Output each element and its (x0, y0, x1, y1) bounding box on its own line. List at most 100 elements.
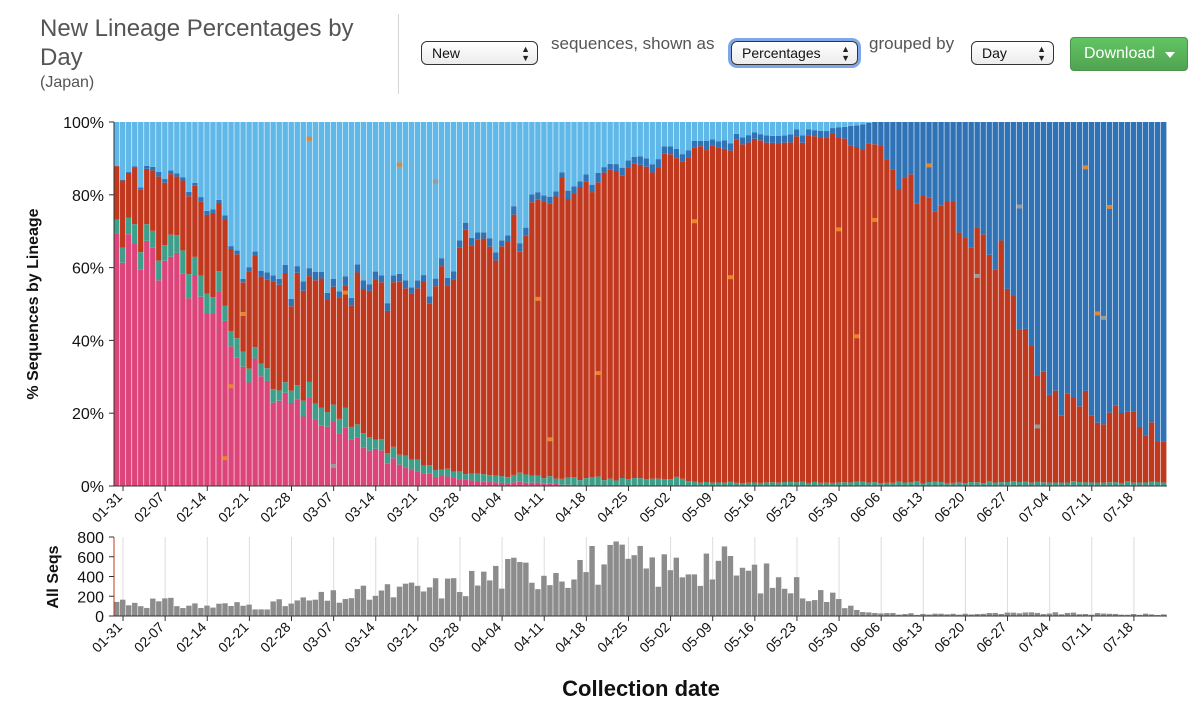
lineage-bar-segment (962, 237, 968, 484)
lineage-bar-segment (649, 122, 655, 165)
x-tick-label: 06-20 (931, 489, 968, 526)
lineage-bar-segment (1100, 482, 1107, 486)
lineage-bar-segment (462, 222, 469, 230)
lineage-bar-segment (908, 482, 914, 486)
seq-count-bar (282, 606, 288, 616)
lineage-bar-segment (1124, 481, 1131, 486)
lineage-bar-segment (126, 234, 132, 486)
lineage-bar-segment (1016, 329, 1022, 482)
lineage-bar-segment (270, 122, 276, 276)
seq-count-bar (312, 599, 318, 616)
lineage-bar-segment (1022, 481, 1029, 486)
lineage-bar-segment (198, 122, 204, 198)
lineage-bar-segment (986, 480, 992, 486)
seq-count-bar (354, 589, 361, 616)
lineage-bar-segment (1124, 122, 1131, 412)
seq-count-bar (360, 585, 367, 616)
x-tick-label: 06-27 (973, 489, 1010, 526)
lineage-bar-segment (210, 209, 216, 213)
lineage-bar-segment (649, 172, 655, 479)
lineage-bar-segment (866, 122, 872, 144)
lineage-bar-segment (830, 122, 836, 129)
lineage-bar-segment (926, 163, 932, 168)
lineage-bar-segment (691, 122, 698, 141)
lineage-bar-segment (661, 122, 667, 147)
lineage-bar-segment (186, 196, 192, 275)
lineage-bar-segment (246, 122, 252, 268)
lineage-bar-segment (180, 177, 186, 181)
lineage-bar-segment (763, 142, 770, 483)
lineage-bar-segment (162, 260, 168, 486)
x-tick-label: 03-28 (425, 619, 462, 656)
lineage-bar-segment (138, 252, 144, 270)
seq-count-bar (162, 598, 168, 616)
lineage-bar-segment (156, 280, 162, 486)
download-button[interactable]: Download (1070, 37, 1188, 71)
lineage-bar-segment (192, 185, 198, 257)
lineage-bar-segment (1094, 482, 1101, 486)
lineage-bar-segment (565, 190, 571, 199)
lineage-bar-segment (577, 187, 583, 481)
lineage-bar-segment (1040, 122, 1047, 372)
lineage-bar-segment (282, 382, 288, 393)
lineage-bar-segment (414, 122, 421, 281)
lineage-bar-segment (691, 481, 698, 486)
lineage-bar-segment (619, 175, 625, 479)
lineage-bar-segment (697, 482, 704, 486)
lineage-bar-segment (360, 122, 367, 281)
lineage-bar-segment (156, 122, 162, 172)
seq-count-bar (505, 559, 511, 616)
lineage-bar-segment (462, 479, 469, 486)
lineage-bar-segment (144, 168, 150, 225)
seq-count-bar (613, 541, 619, 616)
lineage-bar-segment (595, 476, 601, 486)
lineage-bar-segment (216, 199, 222, 203)
lineage-bar-segment (733, 482, 740, 486)
lineage-bar-segment (378, 450, 385, 486)
lineage-bar-segment (1154, 441, 1161, 482)
lineage-bar-segment (180, 122, 186, 178)
grouping-select[interactable]: Day ▲ ▼ (971, 41, 1054, 65)
lineage-bar-segment (1094, 311, 1101, 316)
seq-count-bar (938, 613, 944, 616)
lineage-bar-segment (667, 479, 673, 486)
seq-count-bar (962, 613, 968, 616)
lineage-bar-segment (878, 483, 884, 486)
lineage-bar-segment (769, 135, 776, 143)
lineage-bar-segment (992, 269, 998, 483)
lineage-bar-segment (1076, 482, 1083, 486)
lineage-bar-segment (565, 484, 571, 486)
sequence-type-select[interactable]: New ▲ ▼ (421, 41, 538, 65)
seq-count-bar (252, 609, 258, 616)
lineage-bar-segment (757, 140, 764, 483)
lineage-bar-segment (607, 478, 613, 486)
seq-count-bar (426, 587, 433, 616)
seq-count-bar (619, 544, 625, 616)
display-mode-select[interactable]: Percentages ▲ ▼ (731, 41, 858, 65)
lineage-bar-segment (342, 290, 349, 295)
seq-count-bar (793, 577, 800, 616)
seq-count-bar (414, 585, 421, 616)
lineage-bar-segment (974, 122, 980, 228)
seq-count-bar (1124, 614, 1131, 616)
lineage-bar-segment (547, 196, 553, 204)
lineage-bar-segment (691, 219, 698, 224)
lineage-bar-segment (559, 478, 565, 485)
lineage-bar-segment (372, 279, 379, 440)
lineage-bar-segment (126, 172, 132, 173)
seq-count-bar (481, 571, 487, 616)
y-tick-label: 20% (72, 406, 104, 423)
seq-count-bar (547, 585, 553, 616)
header: New Lineage Percentages by Day (Japan) N… (0, 0, 1200, 110)
lineage-bar-segment (697, 140, 704, 147)
seq-count-bar (571, 579, 577, 616)
seq-count-bar (757, 593, 764, 616)
lineage-bar-segment (228, 246, 234, 249)
lineage-bar-segment (860, 124, 866, 150)
lineage-bar-segment (1082, 122, 1089, 391)
lineage-bar-segment (493, 475, 499, 483)
lineage-bar-segment (685, 122, 692, 151)
lineage-bar-segment (878, 122, 884, 146)
seq-count-bar (691, 574, 698, 616)
